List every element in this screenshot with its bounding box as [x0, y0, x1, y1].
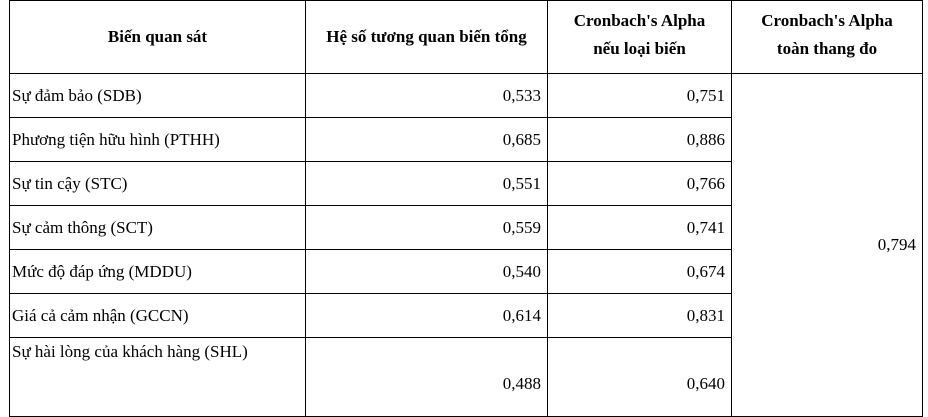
header-cell: Cronbach's Alpha nếu loại biến — [547, 0, 732, 74]
value-cell: 0,685 — [305, 117, 548, 162]
table-row: Giá cả cảm nhận (GCCN) 0,614 0,831 — [9, 293, 923, 338]
reliability-table: Biến quan sát Hệ số tương quan biến tổng C… — [9, 0, 923, 417]
table-row: Sự hài lòng của khách hàng (SHL) 0,488 0,6… — [9, 337, 923, 417]
header-cell: Biến quan sát — [9, 0, 306, 74]
variable-name: Phương tiện hữu hình (PTHH) — [9, 117, 306, 162]
value-cell: 0,741 — [547, 205, 732, 250]
value-cell: 0,488 — [305, 337, 548, 417]
header-line: nếu loại biến — [593, 39, 686, 58]
value-cell: 0,640 — [547, 337, 732, 417]
variable-name: Mức độ đáp ứng (MDDU) — [9, 249, 306, 294]
header-line: Hệ số tương quan biến tổng — [326, 27, 527, 46]
value-cell: 0,614 — [305, 293, 548, 338]
header-row: Biến quan sát Hệ số tương quan biến tổng C… — [9, 0, 923, 74]
header-line: toàn thang đo — [776, 39, 878, 58]
table-row: Sự đảm bảo (SDB) 0,533 0,751 0,794 — [9, 73, 923, 417]
value-cell: 0,766 — [547, 161, 732, 206]
table-body: Sự đảm bảo (SDB) 0,533 0,751 0,794 Phương ti… — [9, 73, 923, 417]
table-row: Sự cảm thông (SCT) 0,559 0,741 — [9, 205, 923, 250]
variable-name: Sự cảm thông (SCT) — [9, 205, 306, 250]
table-row: Mức độ đáp ứng (MDDU) 0,540 0,674 — [9, 249, 923, 294]
value-cell: 0,674 — [547, 249, 732, 294]
value-cell: 0,533 — [305, 73, 548, 118]
value-cell: 0,831 — [547, 293, 732, 338]
value-cell: 0,559 — [305, 205, 548, 250]
value-cell: 0,886 — [547, 117, 732, 162]
value-cell: 0,751 — [547, 73, 732, 118]
overall-alpha: 0,794 — [731, 73, 923, 417]
header-line: Cronbach's Alpha — [573, 11, 706, 30]
table-row: Sự tin cậy (STC) 0,551 0,766 — [9, 161, 923, 206]
variable-name: Giá cả cảm nhận (GCCN) — [9, 293, 306, 338]
header-cell: Cronbach's Alpha toàn thang đo — [731, 0, 923, 74]
variable-name: Sự hài lòng của khách hàng (SHL) — [9, 337, 306, 417]
header-line: Biến quan sát — [107, 27, 208, 46]
header-cell: Hệ số tương quan biến tổng — [305, 0, 548, 74]
variable-name: Sự tin cậy (STC) — [9, 161, 306, 206]
value-cell: 0,551 — [305, 161, 548, 206]
page: {"table": { "header": [ ["Biến quan sát"… — [9, 0, 923, 417]
variable-name: Sự đảm bảo (SDB) — [9, 73, 306, 118]
table-row: Phương tiện hữu hình (PTHH) 0,685 0,886 — [9, 117, 923, 162]
value-cell: 0,540 — [305, 249, 548, 294]
header-line: Cronbach's Alpha — [761, 11, 893, 30]
